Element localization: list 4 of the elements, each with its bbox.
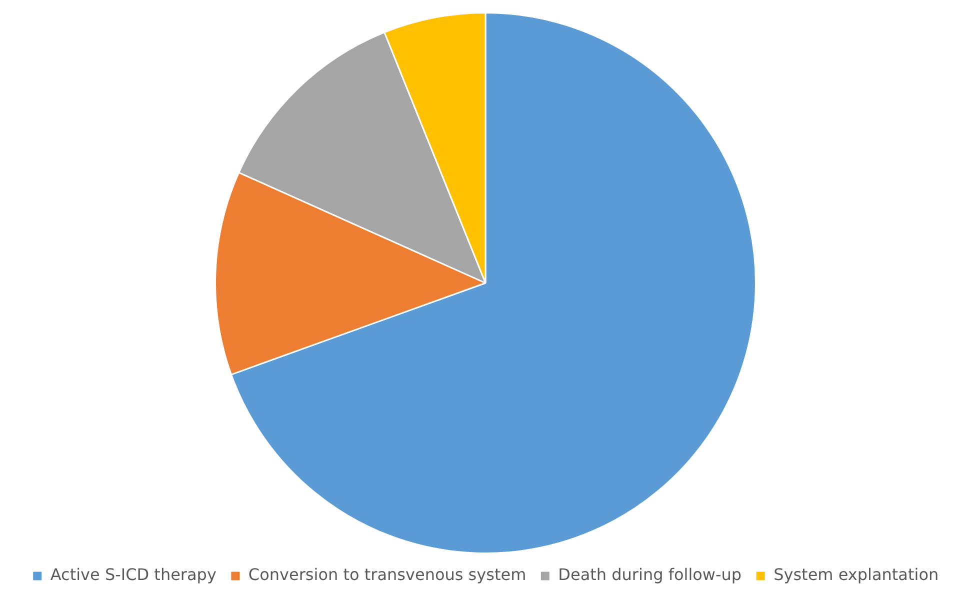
- legend-label: Active S-ICD therapy: [50, 565, 216, 584]
- legend-label: Death during follow-up: [558, 565, 742, 584]
- legend-label: System explantation: [774, 565, 939, 584]
- legend-label: Conversion to transvenous system: [248, 565, 526, 584]
